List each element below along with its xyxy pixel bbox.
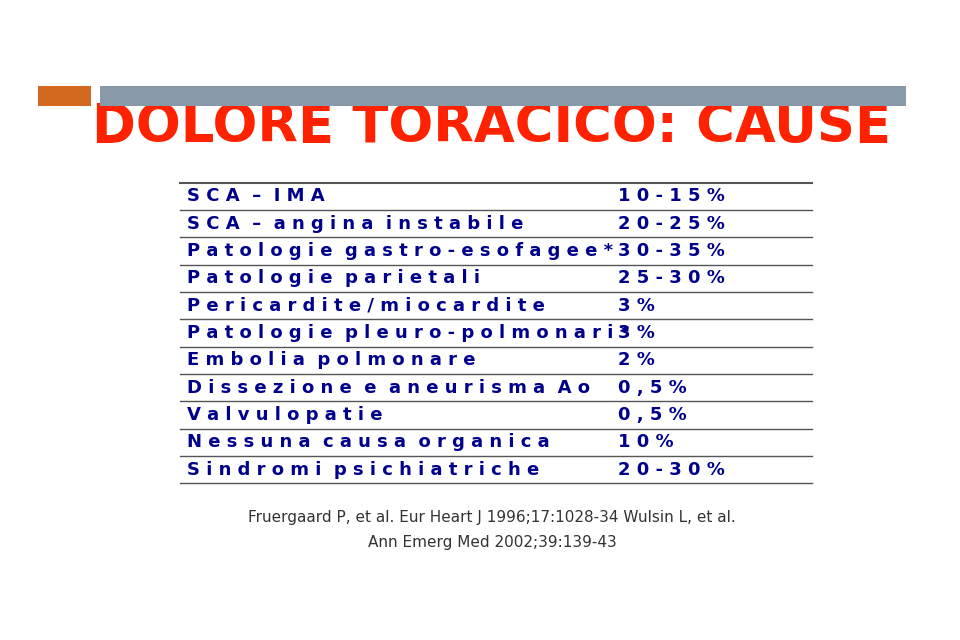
Text: 2 5 - 3 0 %: 2 5 - 3 0 % [618,269,726,287]
Text: P a t o l o g i e  g a s t r o - e s o f a g e e *: P a t o l o g i e g a s t r o - e s o f … [187,242,613,260]
Text: 2 0 - 3 0 %: 2 0 - 3 0 % [618,461,726,479]
Text: 3 %: 3 % [618,297,656,315]
Text: P e r i c a r d i t e / m i o c a r d i t e: P e r i c a r d i t e / m i o c a r d i … [187,297,545,315]
Text: Ann Emerg Med 2002;39:139-43: Ann Emerg Med 2002;39:139-43 [368,535,616,550]
Text: 1 0 %: 1 0 % [618,433,674,451]
Text: 3 %: 3 % [618,324,656,342]
Text: S i n d r o m i  p s i c h i a t r i c h e: S i n d r o m i p s i c h i a t r i c h … [187,461,540,479]
Text: 2 %: 2 % [618,351,656,369]
Text: DOLORE TORACICO: CAUSE: DOLORE TORACICO: CAUSE [92,101,892,154]
Text: P a t o l o g i e  p l e u r o - p o l m o n a r i *: P a t o l o g i e p l e u r o - p o l m … [187,324,629,342]
Text: 0 , 5 %: 0 , 5 % [618,379,687,397]
Text: V a l v u l o p a t i e: V a l v u l o p a t i e [187,406,382,424]
Text: E m b o l i a  p o l m o n a r e: E m b o l i a p o l m o n a r e [187,351,475,369]
Text: S C A  –  I M A: S C A – I M A [187,188,324,205]
Text: Fruergaard P, et al. Eur Heart J 1996;17:1028-34 Wulsin L, et al.: Fruergaard P, et al. Eur Heart J 1996;17… [248,510,736,525]
Text: 0 , 5 %: 0 , 5 % [618,406,687,424]
Text: P a t o l o g i e  p a r i e t a l i: P a t o l o g i e p a r i e t a l i [187,269,480,287]
Text: 3 0 - 3 5 %: 3 0 - 3 5 % [618,242,726,260]
Text: 1 0 - 1 5 %: 1 0 - 1 5 % [618,188,726,205]
Text: D i s s e z i o n e  e  a n e u r i s m a  A o: D i s s e z i o n e e a n e u r i s m a … [187,379,590,397]
Text: 2 0 - 2 5 %: 2 0 - 2 5 % [618,215,726,233]
Text: N e s s u n a  c a u s a  o r g a n i c a: N e s s u n a c a u s a o r g a n i c a [187,433,549,451]
Text: S C A  –  a n g i n a  i n s t a b i l e: S C A – a n g i n a i n s t a b i l e [187,215,523,233]
